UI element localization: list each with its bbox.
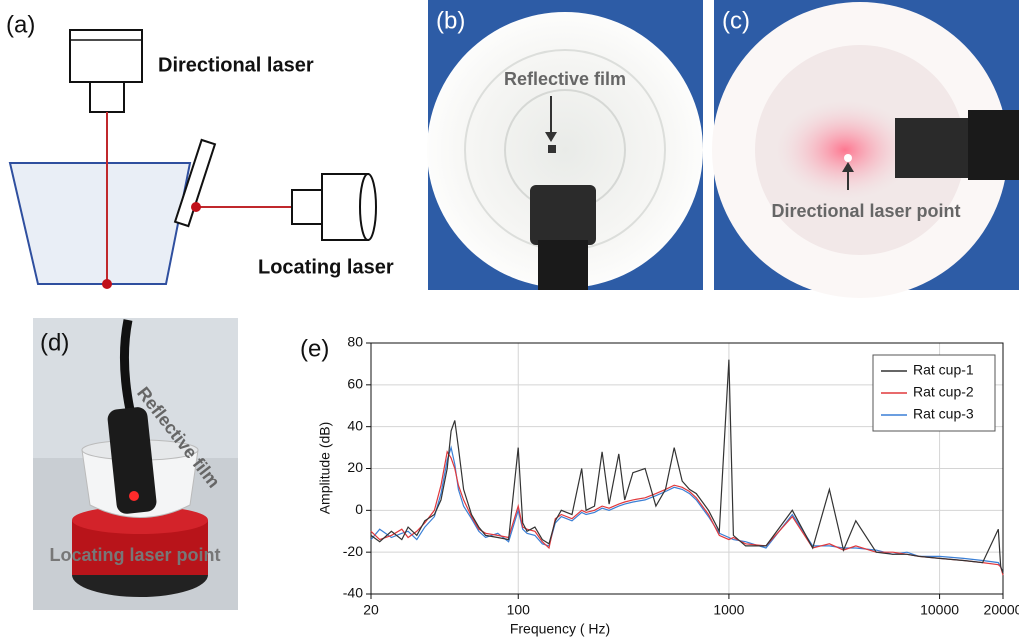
y-tick-label: -20 bbox=[343, 543, 363, 559]
laser-dot bbox=[191, 202, 201, 212]
panel-c: (c) Directional laser point bbox=[712, 0, 1019, 298]
panel-label: (c) bbox=[722, 7, 750, 34]
annotation: Directional laser point bbox=[771, 201, 960, 221]
annotation: Directional laser bbox=[158, 54, 314, 76]
x-tick-label: 100 bbox=[507, 602, 531, 618]
legend-label: Rat cup-3 bbox=[913, 406, 974, 422]
clip bbox=[530, 185, 596, 245]
panel-label: (d) bbox=[40, 329, 69, 356]
y-tick-label: -40 bbox=[343, 585, 363, 601]
laser-point bbox=[844, 154, 852, 162]
laser-point bbox=[129, 491, 139, 501]
panel-d: (d) Reflective film Locating laser point bbox=[33, 318, 238, 610]
y-tick-label: 60 bbox=[347, 376, 363, 392]
y-tick-label: 40 bbox=[347, 417, 363, 433]
laser-nozzle bbox=[292, 190, 322, 224]
y-tick-label: 20 bbox=[347, 459, 363, 475]
laser-lens bbox=[360, 174, 376, 240]
panel-b: (b) Reflective film bbox=[427, 0, 703, 290]
clip bbox=[968, 110, 1019, 180]
figure: (a) Directional laser Locating laser (b)… bbox=[0, 0, 1019, 637]
y-axis-label: Amplitude (dB) bbox=[317, 422, 333, 515]
panel-label: (e) bbox=[300, 335, 329, 362]
x-axis-label: Frequency ( Hz) bbox=[510, 621, 610, 637]
laser-nozzle bbox=[90, 82, 124, 112]
panel-a: (a) Directional laser Locating laser bbox=[6, 11, 394, 289]
cup bbox=[10, 163, 190, 284]
film bbox=[548, 145, 556, 153]
legend-label: Rat cup-2 bbox=[913, 384, 974, 400]
y-tick-label: 80 bbox=[347, 334, 363, 350]
legend-label: Rat cup-1 bbox=[913, 362, 974, 378]
annotation: Locating laser bbox=[258, 256, 394, 278]
x-tick-label: 1000 bbox=[713, 602, 744, 618]
laser-glow bbox=[775, 100, 915, 200]
x-tick-label: 20000 bbox=[984, 602, 1019, 618]
series-line bbox=[371, 452, 1003, 575]
y-tick-label: 0 bbox=[355, 501, 363, 517]
panel-label: (a) bbox=[6, 11, 35, 38]
annotation: Locating laser point bbox=[49, 545, 220, 565]
annotation: Reflective film bbox=[504, 69, 626, 89]
panel-label: (b) bbox=[436, 7, 465, 34]
laser-dot bbox=[102, 279, 112, 289]
x-tick-label: 20 bbox=[363, 602, 379, 618]
clip bbox=[538, 240, 588, 290]
clip bbox=[895, 118, 970, 178]
laser-body bbox=[70, 30, 142, 82]
panel-e: (e) Frequency ( Hz) Amplitude (dB) -40 -2… bbox=[300, 334, 1019, 637]
x-tick-label: 10000 bbox=[920, 602, 959, 618]
